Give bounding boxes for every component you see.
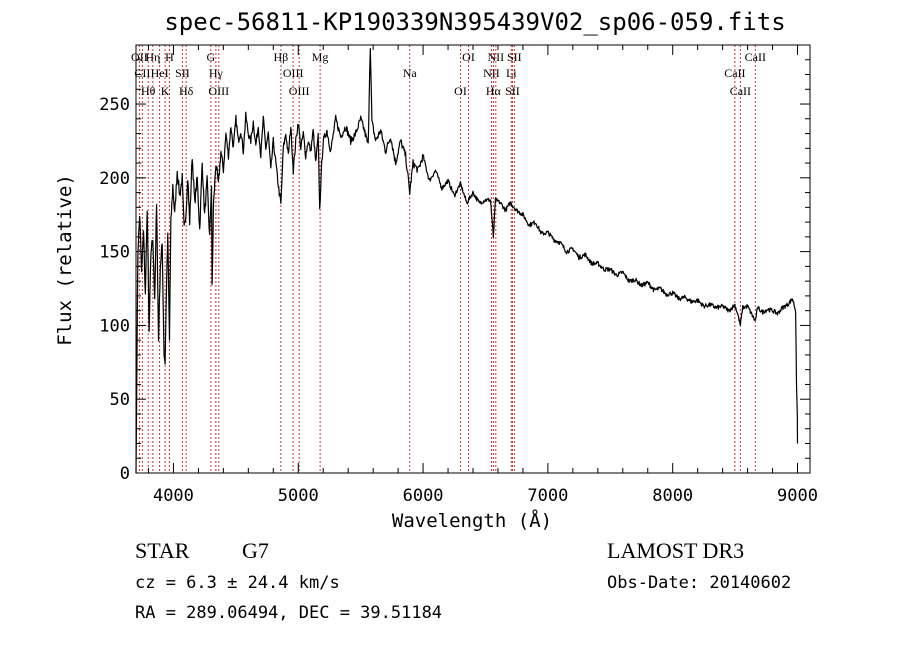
spectrum-series [135,47,799,474]
line-label-14: OIII [289,84,310,98]
x-axis-label: Wavelength (Å) [391,510,553,532]
line-label-8: Hδ [179,84,194,98]
y-tick-label-4: 200 [99,169,130,189]
object-class: STAR [135,538,190,563]
line-label-5: K [161,84,170,98]
line-label-12: Hβ [274,50,289,64]
x-tick-label-5: 9000 [777,486,818,506]
line-label-18: OI [462,50,475,64]
line-label-6: H [165,50,174,64]
observation-date: Obs-Date: 20140602 [607,573,792,593]
line-label-27: CaII [745,50,766,64]
plot-frame [135,44,811,474]
y-tick-label-0: 0 [120,464,130,484]
line-label-17: OI [454,84,467,98]
x-tick-label-0: 4000 [153,486,194,506]
line-label-23: SII [505,84,520,98]
object-subclass: G7 [242,538,269,563]
survey-name: LAMOST DR3 [607,538,745,563]
line-label-10: Hγ [209,66,224,80]
line-label-20: Hα [486,84,502,98]
line-label-1: CII [134,66,150,80]
line-label-26: CaII [730,84,751,98]
x-tick-label-2: 6000 [403,486,444,506]
y-tick-label-5: 250 [99,95,130,115]
coordinates-readout: RA = 289.06494, DEC = 39.51184 [135,603,443,623]
y-tick-label-2: 100 [99,316,130,336]
line-label-7: SII [175,66,190,80]
line-label-0: OII [131,50,148,64]
line-label-15: Mg [312,50,329,64]
line-label-3: Hη [145,50,160,64]
y-tick-label-3: 150 [99,243,130,263]
x-tick-label-3: 7000 [527,486,568,506]
line-label-21: NII [488,50,505,64]
line-label-24: SII [507,50,522,64]
line-labels: OIICIIHθHηHeIKHSIIHδGHγOIIIHβOIIIOIIIMgN… [131,50,766,98]
y-axis-label: Flux (relative) [54,174,76,346]
redshift-readout: cz = 6.3 ± 24.4 km/s [135,573,340,593]
axis-ticks: 4000 5000 6000 7000 8000 9000 0 50 100 150 200 250 [99,45,818,506]
x-tick-label-1: 5000 [278,486,319,506]
spectrum-line [135,47,799,474]
line-label-4: HeI [151,66,169,80]
chart-title: spec-56811-KP190339N395439V02_sp06-059.f… [164,8,786,36]
line-label-11: OIII [208,84,229,98]
line-label-16: Na [403,66,418,80]
line-markers [138,45,756,473]
line-label-19: NII [483,66,500,80]
line-label-9: G [207,50,216,64]
y-tick-label-1: 50 [110,390,130,410]
line-label-22: Li [506,66,517,80]
line-label-25: CaII [724,66,745,80]
x-tick-label-4: 8000 [652,486,693,506]
line-label-13: OIII [283,66,304,80]
line-label-2: Hθ [141,84,156,98]
